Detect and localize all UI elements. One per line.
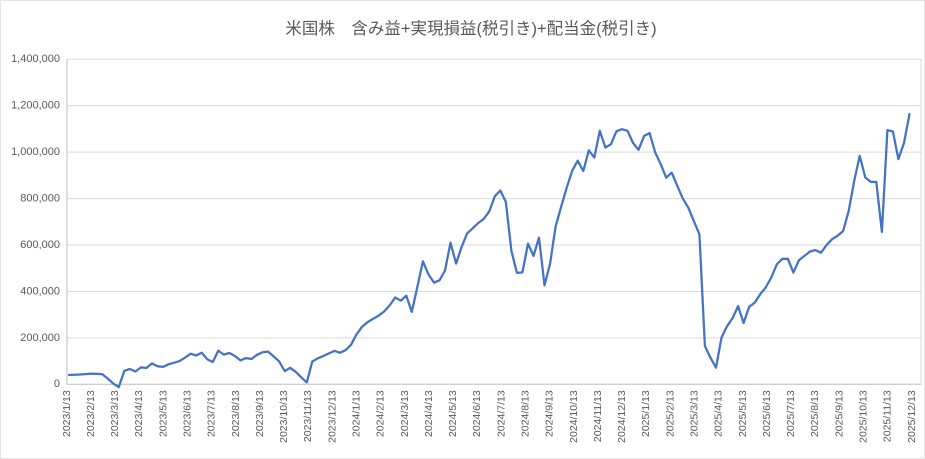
x-tick-label: 2025/5/13 (737, 390, 749, 437)
x-tick-label: 2023/12/13 (326, 390, 338, 443)
x-tick-label: 2023/6/13 (181, 390, 193, 437)
x-tick-label: 2024/6/13 (471, 390, 483, 437)
x-tick-label: 2023/3/13 (109, 390, 121, 437)
x-tick-label: 2023/2/13 (85, 390, 97, 437)
x-tick-label: 2024/5/13 (447, 390, 459, 437)
x-tick-label: 2023/7/13 (206, 390, 218, 437)
x-tick-label: 2025/1/13 (640, 390, 652, 437)
series-group (67, 112, 911, 389)
y-tick-label: 1,400,000 (11, 53, 60, 65)
x-tick-label: 2025/10/13 (857, 390, 869, 443)
x-tick-label: 2023/10/13 (278, 390, 290, 443)
x-tick-label: 2023/5/13 (157, 390, 169, 437)
x-tick-label: 2024/11/13 (592, 390, 604, 442)
x-tick-label: 2024/3/13 (399, 390, 411, 437)
y-tick-label: 1,200,000 (11, 100, 60, 112)
x-tick-label: 2025/4/13 (713, 390, 725, 437)
x-tick-label: 2025/8/13 (809, 390, 821, 437)
x-tick-label: 2023/1/13 (61, 390, 73, 437)
x-tick-label: 2023/4/13 (133, 390, 145, 437)
x-tick-label: 2024/10/13 (568, 390, 580, 443)
x-tick-label: 2025/11/13 (882, 390, 894, 442)
x-tick-label: 2025/6/13 (761, 390, 773, 437)
x-tick-label: 2025/9/13 (833, 390, 845, 437)
x-tick-label: 2024/7/13 (495, 390, 507, 437)
x-tick-label: 2023/11/13 (302, 390, 314, 442)
x-tick-label: 2023/9/13 (254, 390, 266, 437)
x-tick-label: 2025/2/13 (664, 390, 676, 437)
y-tick-label: 1,000,000 (11, 146, 60, 158)
x-tick-label: 2024/2/13 (375, 390, 387, 437)
y-tick-label: 400,000 (20, 285, 60, 297)
x-tick-label: 2024/8/13 (519, 390, 531, 437)
x-tick-label: 2024/9/13 (544, 390, 556, 437)
y-tick-label: 800,000 (20, 192, 60, 204)
x-tick-label: 2025/12/13 (906, 390, 918, 443)
x-tick-label: 2025/7/13 (785, 390, 797, 437)
y-tick-label: 200,000 (20, 332, 60, 344)
x-tick-label: 2024/12/13 (616, 390, 628, 443)
x-tick-label: 2024/4/13 (423, 390, 435, 437)
series-line (67, 112, 911, 389)
gridlines (67, 58, 921, 385)
y-tick-label: 0 (54, 378, 60, 390)
x-tick-label: 2023/8/13 (230, 390, 242, 437)
x-tick-label: 2024/1/13 (350, 390, 362, 437)
chart-title: 米国株 含み益+実現損益(税引き)+配当金(税引き) (285, 19, 656, 38)
x-tick-label: 2025/3/13 (688, 390, 700, 437)
y-axis-tick-labels: 0 200,000 400,000 600,000 800,000 1,000,000 1,… (11, 53, 60, 390)
y-tick-label: 600,000 (20, 239, 60, 251)
axis-lines (66, 59, 922, 385)
x-axis-tick-labels: 2023/1/13 2023/2/13 2023/3/13 2023/4/13 2023… (61, 390, 918, 443)
